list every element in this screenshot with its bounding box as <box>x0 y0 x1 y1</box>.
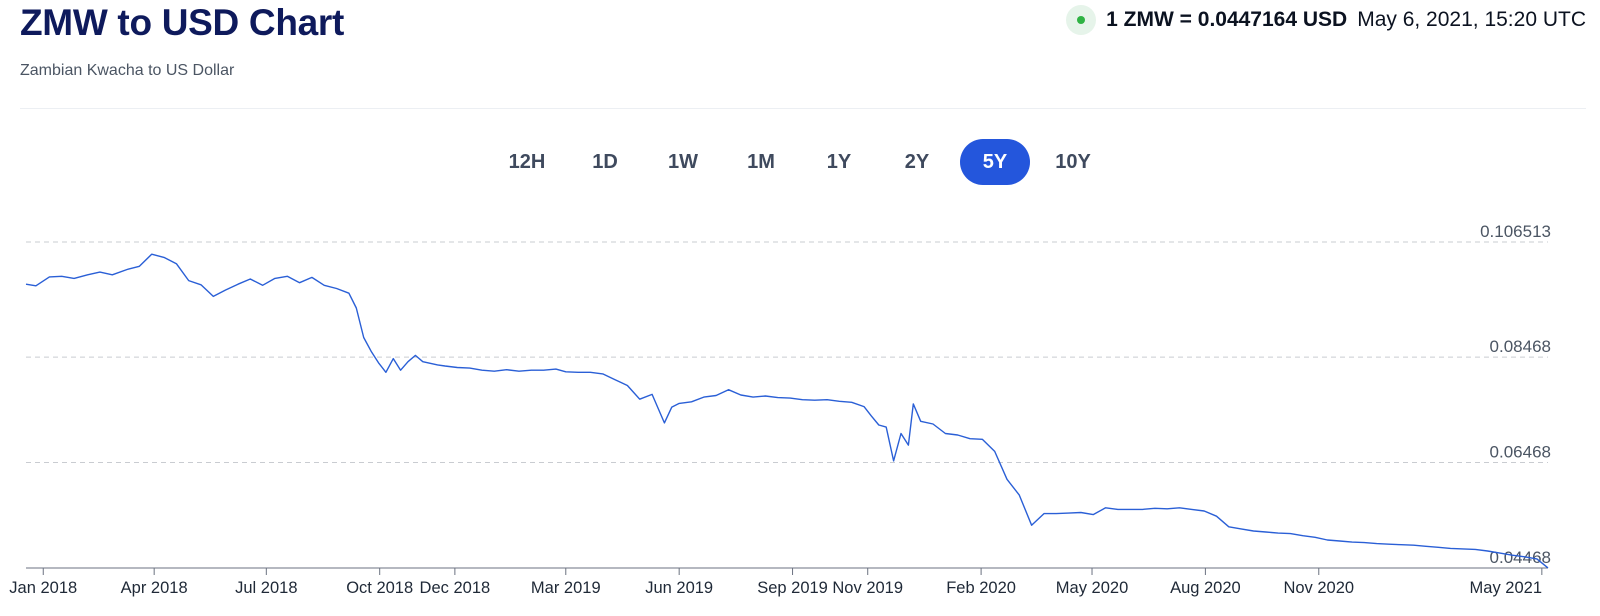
y-tick-label: 0.04468 <box>1490 548 1551 567</box>
page-subtitle: Zambian Kwacha to US Dollar <box>20 62 235 79</box>
x-tick-label: Nov 2020 <box>1283 579 1354 597</box>
x-tick-label: Mar 2019 <box>531 579 601 597</box>
tab-1m[interactable]: 1M <box>726 139 796 185</box>
tab-2y[interactable]: 2Y <box>882 139 952 185</box>
live-status-icon <box>1066 5 1097 35</box>
tab-10y[interactable]: 10Y <box>1038 139 1108 185</box>
x-tick-label: Jan 2018 <box>9 579 77 597</box>
x-tick-label: Dec 2018 <box>420 579 491 597</box>
x-tick-label: Sep 2019 <box>757 579 828 597</box>
tab-1w[interactable]: 1W <box>648 139 718 185</box>
timeframe-tabs: 12H 1D 1W 1M 1Y 2Y 5Y 10Y <box>0 139 1600 185</box>
series-line-0 <box>25 253 1549 569</box>
x-tick-label: Nov 2019 <box>832 579 903 597</box>
tab-1y[interactable]: 1Y <box>804 139 874 185</box>
page-title: ZMW to USD Chart <box>20 2 345 43</box>
y-tick-label: 0.08468 <box>1490 337 1551 356</box>
x-tick-label: Feb 2020 <box>946 579 1016 597</box>
y-tick-label: 0.06468 <box>1490 443 1551 462</box>
x-tick-label: May 2021 <box>1470 579 1542 597</box>
rate-timestamp: May 6, 2021, 15:20 UTC <box>1357 8 1586 31</box>
x-tick-label: Jun 2019 <box>645 579 713 597</box>
live-dot-icon <box>1077 16 1086 24</box>
x-tick-label: May 2020 <box>1056 579 1128 597</box>
x-tick-label: Apr 2018 <box>121 579 188 597</box>
header-divider <box>20 108 1586 109</box>
y-tick-label: 0.106513 <box>1480 222 1551 241</box>
x-tick-label: Jul 2018 <box>235 579 297 597</box>
current-rate: 1 ZMW = 0.0447164 USD May 6, 2021, 15:20… <box>1066 4 1586 36</box>
x-tick-label: Aug 2020 <box>1170 579 1241 597</box>
tab-1d[interactable]: 1D <box>570 139 640 185</box>
tab-12h[interactable]: 12H <box>492 139 562 185</box>
x-tick-label: Oct 2018 <box>346 579 413 597</box>
rate-value: 1 ZMW = 0.0447164 USD <box>1106 8 1348 31</box>
tab-5y[interactable]: 5Y <box>960 139 1030 185</box>
